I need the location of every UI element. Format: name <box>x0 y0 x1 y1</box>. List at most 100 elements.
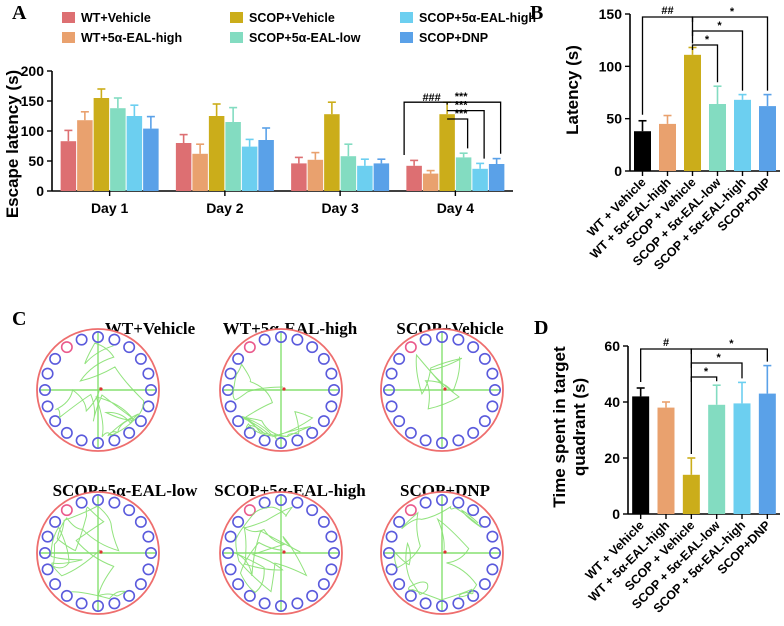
escape-hole <box>327 546 340 559</box>
bar-scop-5-eal-high <box>734 99 751 171</box>
a-x-tick-label: Day 4 <box>437 200 475 216</box>
swim-track <box>233 506 308 593</box>
maze-title: WT+Vehicle <box>105 319 196 338</box>
a-bar-wt-5-eal-high <box>77 120 93 191</box>
a-bar-wt-vehicle <box>291 163 307 191</box>
escape-hole <box>41 530 54 543</box>
sig-label: ## <box>661 5 673 17</box>
y-tick-label: 150 <box>599 6 623 22</box>
start-point <box>443 387 447 391</box>
escape-hole <box>385 563 398 576</box>
escape-hole <box>317 415 330 428</box>
a-bar-wt-5-eal-high <box>422 173 439 191</box>
escape-hole <box>258 333 271 346</box>
escape-hole <box>108 496 121 509</box>
bar-wt-5-eal-high <box>657 407 675 514</box>
a-bar-scop-5-eal-low <box>225 122 241 191</box>
escape-hole <box>134 415 147 428</box>
escape-hole <box>60 426 73 439</box>
y-tick-label: 0 <box>614 163 622 179</box>
escape-hole <box>486 400 499 413</box>
escape-hole <box>142 563 155 576</box>
bar-wt-vehicle <box>634 131 651 171</box>
a-sig-label: ### <box>422 92 440 104</box>
escape-hole <box>92 599 105 612</box>
escape-hole <box>452 434 465 447</box>
y-tick-label: 40 <box>604 394 620 410</box>
escape-hole <box>145 383 158 396</box>
escape-hole <box>142 530 155 543</box>
swim-track <box>50 505 127 600</box>
swim-track <box>232 363 314 441</box>
a-legend-swatch <box>400 32 413 43</box>
a-y-tick-label: 150 <box>21 93 45 109</box>
a-legend-label: SCOP+5α-EAL-high <box>419 11 536 25</box>
panel-d-ylabel-line2: quadrant (s) <box>570 378 589 476</box>
escape-hole <box>41 367 54 380</box>
escape-hole <box>478 415 491 428</box>
a-legend-swatch <box>400 12 413 23</box>
a-sig-bracket <box>403 101 448 155</box>
escape-hole <box>38 383 51 396</box>
escape-hole <box>108 333 121 346</box>
y-tick-label: 0 <box>612 506 620 522</box>
panel-c-water-maze-tracks: WT+Vehicle WT+5α-EAL-high SCOP+VehicleSCOP… <box>36 319 504 615</box>
y-tick-label: 100 <box>599 58 623 74</box>
a-sig-bracket <box>447 101 502 154</box>
escape-hole <box>274 436 287 449</box>
y-tick-label: 20 <box>604 450 620 466</box>
a-bar-wt-5-eal-high <box>307 159 324 191</box>
escape-hole <box>49 352 62 365</box>
start-point <box>443 550 447 554</box>
escape-hole <box>393 578 406 591</box>
escape-hole <box>134 515 147 528</box>
escape-hole <box>92 493 105 506</box>
a-y-tick-label: 0 <box>36 183 44 199</box>
sig-label: # <box>663 337 669 349</box>
escape-hole <box>385 530 398 543</box>
start-point <box>282 387 286 391</box>
escape-hole <box>488 383 501 396</box>
swim-track <box>415 353 463 410</box>
escape-hole <box>382 383 395 396</box>
target-hole <box>60 504 73 517</box>
escape-hole <box>108 597 121 610</box>
a-legend-label: WT+5α-EAL-high <box>81 31 182 45</box>
a-legend-label: WT+Vehicle <box>81 11 151 25</box>
a-sig-bracket <box>447 118 469 149</box>
escape-hole <box>452 597 465 610</box>
escape-hole <box>488 546 501 559</box>
sig-bracket <box>691 16 769 91</box>
a-legend-swatch <box>230 12 243 23</box>
sig-bracket <box>691 30 744 91</box>
escape-hole <box>317 515 330 528</box>
a-x-tick-label: Day 3 <box>321 200 359 216</box>
sig-label: * <box>717 352 722 364</box>
escape-hole <box>393 415 406 428</box>
escape-hole <box>134 578 147 591</box>
escape-hole <box>393 352 406 365</box>
escape-hole <box>291 597 304 610</box>
a-bar-scop-5-eal-high <box>357 165 373 191</box>
escape-hole <box>134 352 147 365</box>
escape-hole <box>419 434 432 447</box>
sig-label: * <box>704 366 709 378</box>
panel-a-legend: WT+Vehicle WT+5α-EAL-high SCOP+Vehicle SCOP… <box>62 11 536 45</box>
bar-scop-5-eal-low <box>708 404 726 514</box>
escape-hole <box>123 426 136 439</box>
a-bar-wt-vehicle <box>175 143 192 191</box>
escape-hole <box>258 434 271 447</box>
escape-hole <box>452 496 465 509</box>
sig-label: * <box>730 6 735 18</box>
a-bar-scop-5-eal-low <box>340 156 357 191</box>
escape-hole <box>435 599 448 612</box>
escape-hole <box>49 515 62 528</box>
escape-hole <box>419 496 432 509</box>
target-hole <box>243 504 256 517</box>
a-bar-scop-5-eal-high <box>126 116 143 191</box>
sig-bracket <box>691 44 719 83</box>
panel-d-ylabel-line1: Time spent in target <box>550 346 569 508</box>
